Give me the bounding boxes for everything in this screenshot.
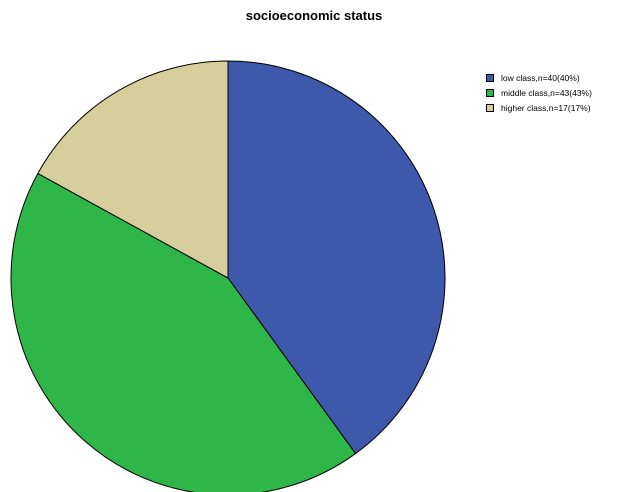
- legend-item-middle-class: middle class,n=43(43%): [486, 87, 592, 99]
- legend-swatch-middle-class: [486, 89, 494, 97]
- legend-label-higher-class: higher class,n=17(17%): [501, 103, 591, 113]
- legend-label-low-class: low class,n=40(40%): [501, 73, 580, 83]
- pie-slice-higher-class: [37, 60, 229, 279]
- legend: low class,n=40(40%) middle class,n=43(43…: [486, 72, 592, 117]
- chart-title: socioeconomic status: [245, 8, 383, 23]
- legend-swatch-low-class: [486, 74, 494, 82]
- legend-label-middle-class: middle class,n=43(43%): [501, 88, 592, 98]
- pie-slice-low-class: [227, 60, 446, 455]
- legend-swatch-higher-class: [486, 104, 494, 112]
- pie-slice-middle-class: [10, 172, 357, 492]
- legend-item-higher-class: higher class,n=17(17%): [486, 102, 592, 114]
- legend-item-low-class: low class,n=40(40%): [486, 72, 592, 84]
